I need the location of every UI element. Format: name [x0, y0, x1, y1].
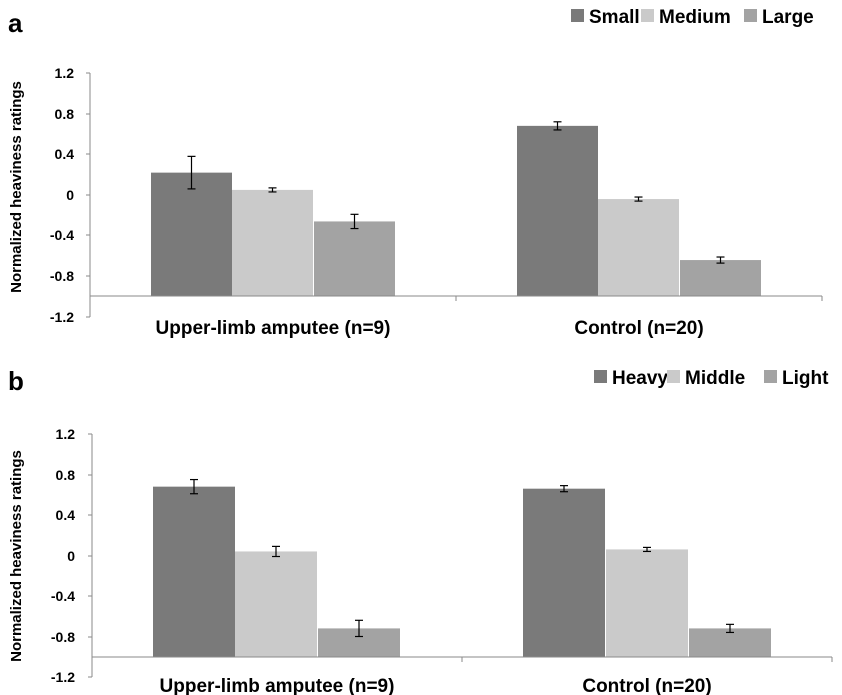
- legend-label-medium: Medium: [659, 7, 731, 28]
- y-tick-label: 1.2: [55, 65, 75, 81]
- y-tick-labels-b: 1.2 0.8 0.4 0 -0.4 -0.8 -1.2: [51, 426, 75, 685]
- y-tick-label: 0.4: [56, 507, 76, 523]
- category-label-control-a: Control (n=20): [574, 318, 703, 339]
- error-bar-b-light-0: [355, 619, 363, 638]
- legend-label-small: Small: [589, 7, 640, 28]
- error-bar-b-middle-1: [643, 546, 651, 553]
- bar-b-heavy-1: [523, 488, 605, 657]
- legend-label-middle: Middle: [685, 368, 745, 389]
- legend-swatch-small: [571, 9, 584, 22]
- y-tick-label: 0: [67, 548, 75, 564]
- error-bar-a-medium-1: [634, 196, 643, 202]
- bar-b-middle-1: [606, 549, 688, 657]
- y-tick-label: -0.8: [51, 629, 75, 645]
- error-bar-b-heavy-1: [560, 485, 568, 493]
- y-tick-label: 0.8: [56, 467, 76, 483]
- error-bar-b-middle-0: [272, 545, 280, 558]
- error-bar-a-medium-0: [268, 187, 277, 193]
- bar-a-large-1: [680, 260, 761, 296]
- legend-label-heavy: Heavy: [612, 368, 668, 389]
- legend-a: Small Medium Large: [571, 7, 814, 28]
- bar-a-small-1: [517, 125, 598, 296]
- error-bar-a-large-0: [350, 213, 359, 230]
- legend-swatch-middle: [667, 370, 680, 383]
- legend-swatch-medium: [641, 9, 654, 22]
- bar-a-medium-0: [232, 189, 313, 296]
- bar-b-middle-0: [235, 551, 317, 657]
- legend-label-light: Light: [782, 368, 829, 389]
- y-tick-label: 0: [66, 187, 74, 203]
- category-label-control-b: Control (n=20): [582, 676, 711, 695]
- bar-b-heavy-0: [153, 486, 235, 657]
- error-bar-b-light-1: [726, 623, 734, 634]
- y-tick-label: 0.4: [55, 146, 75, 162]
- error-bar-a-large-1: [716, 256, 725, 264]
- error-bar-a-small-0: [187, 155, 196, 190]
- error-bar-b-heavy-0: [190, 478, 198, 495]
- y-tick-label: -0.4: [50, 227, 74, 243]
- legend-swatch-light: [764, 370, 777, 383]
- legend-label-large: Large: [762, 7, 814, 28]
- y-axis-label-b: Normalized heaviness ratings: [8, 450, 25, 662]
- panel-b: b Heavy Middle Light Normalized heavines…: [8, 366, 833, 695]
- y-tick-label: 0.8: [55, 106, 75, 122]
- y-tick-label: -0.8: [50, 268, 74, 284]
- y-tick-labels-a: 1.2 0.8 0.4 0 -0.4 -0.8 -1.2: [50, 65, 74, 325]
- y-tick-label: -0.4: [51, 588, 75, 604]
- bar-b-light-1: [689, 628, 771, 657]
- legend-swatch-heavy: [594, 370, 607, 383]
- bars-a: [151, 121, 761, 296]
- bar-a-medium-1: [598, 199, 679, 296]
- legend-swatch-large: [744, 9, 757, 22]
- category-label-amputee-a: Upper-limb amputee (n=9): [156, 318, 391, 339]
- bars-b: [153, 478, 771, 657]
- panel-letter-b: b: [8, 366, 24, 396]
- y-tick-marks-a: [86, 72, 90, 318]
- panel-letter-a: a: [8, 8, 23, 38]
- error-bar-a-small-1: [553, 121, 562, 131]
- y-tick-label: -1.2: [51, 669, 75, 685]
- bar-a-large-0: [314, 221, 395, 296]
- y-tick-label: -1.2: [50, 309, 74, 325]
- bar-a-small-0: [151, 172, 232, 296]
- category-label-amputee-b: Upper-limb amputee (n=9): [160, 676, 395, 695]
- y-tick-label: 1.2: [56, 426, 76, 442]
- y-axis-label-a: Normalized heaviness ratings: [8, 81, 25, 293]
- y-tick-marks-b: [88, 433, 92, 678]
- legend-b: Heavy Middle Light: [594, 368, 829, 389]
- panel-a: a Small Medium Large Normalized heavines…: [8, 7, 823, 339]
